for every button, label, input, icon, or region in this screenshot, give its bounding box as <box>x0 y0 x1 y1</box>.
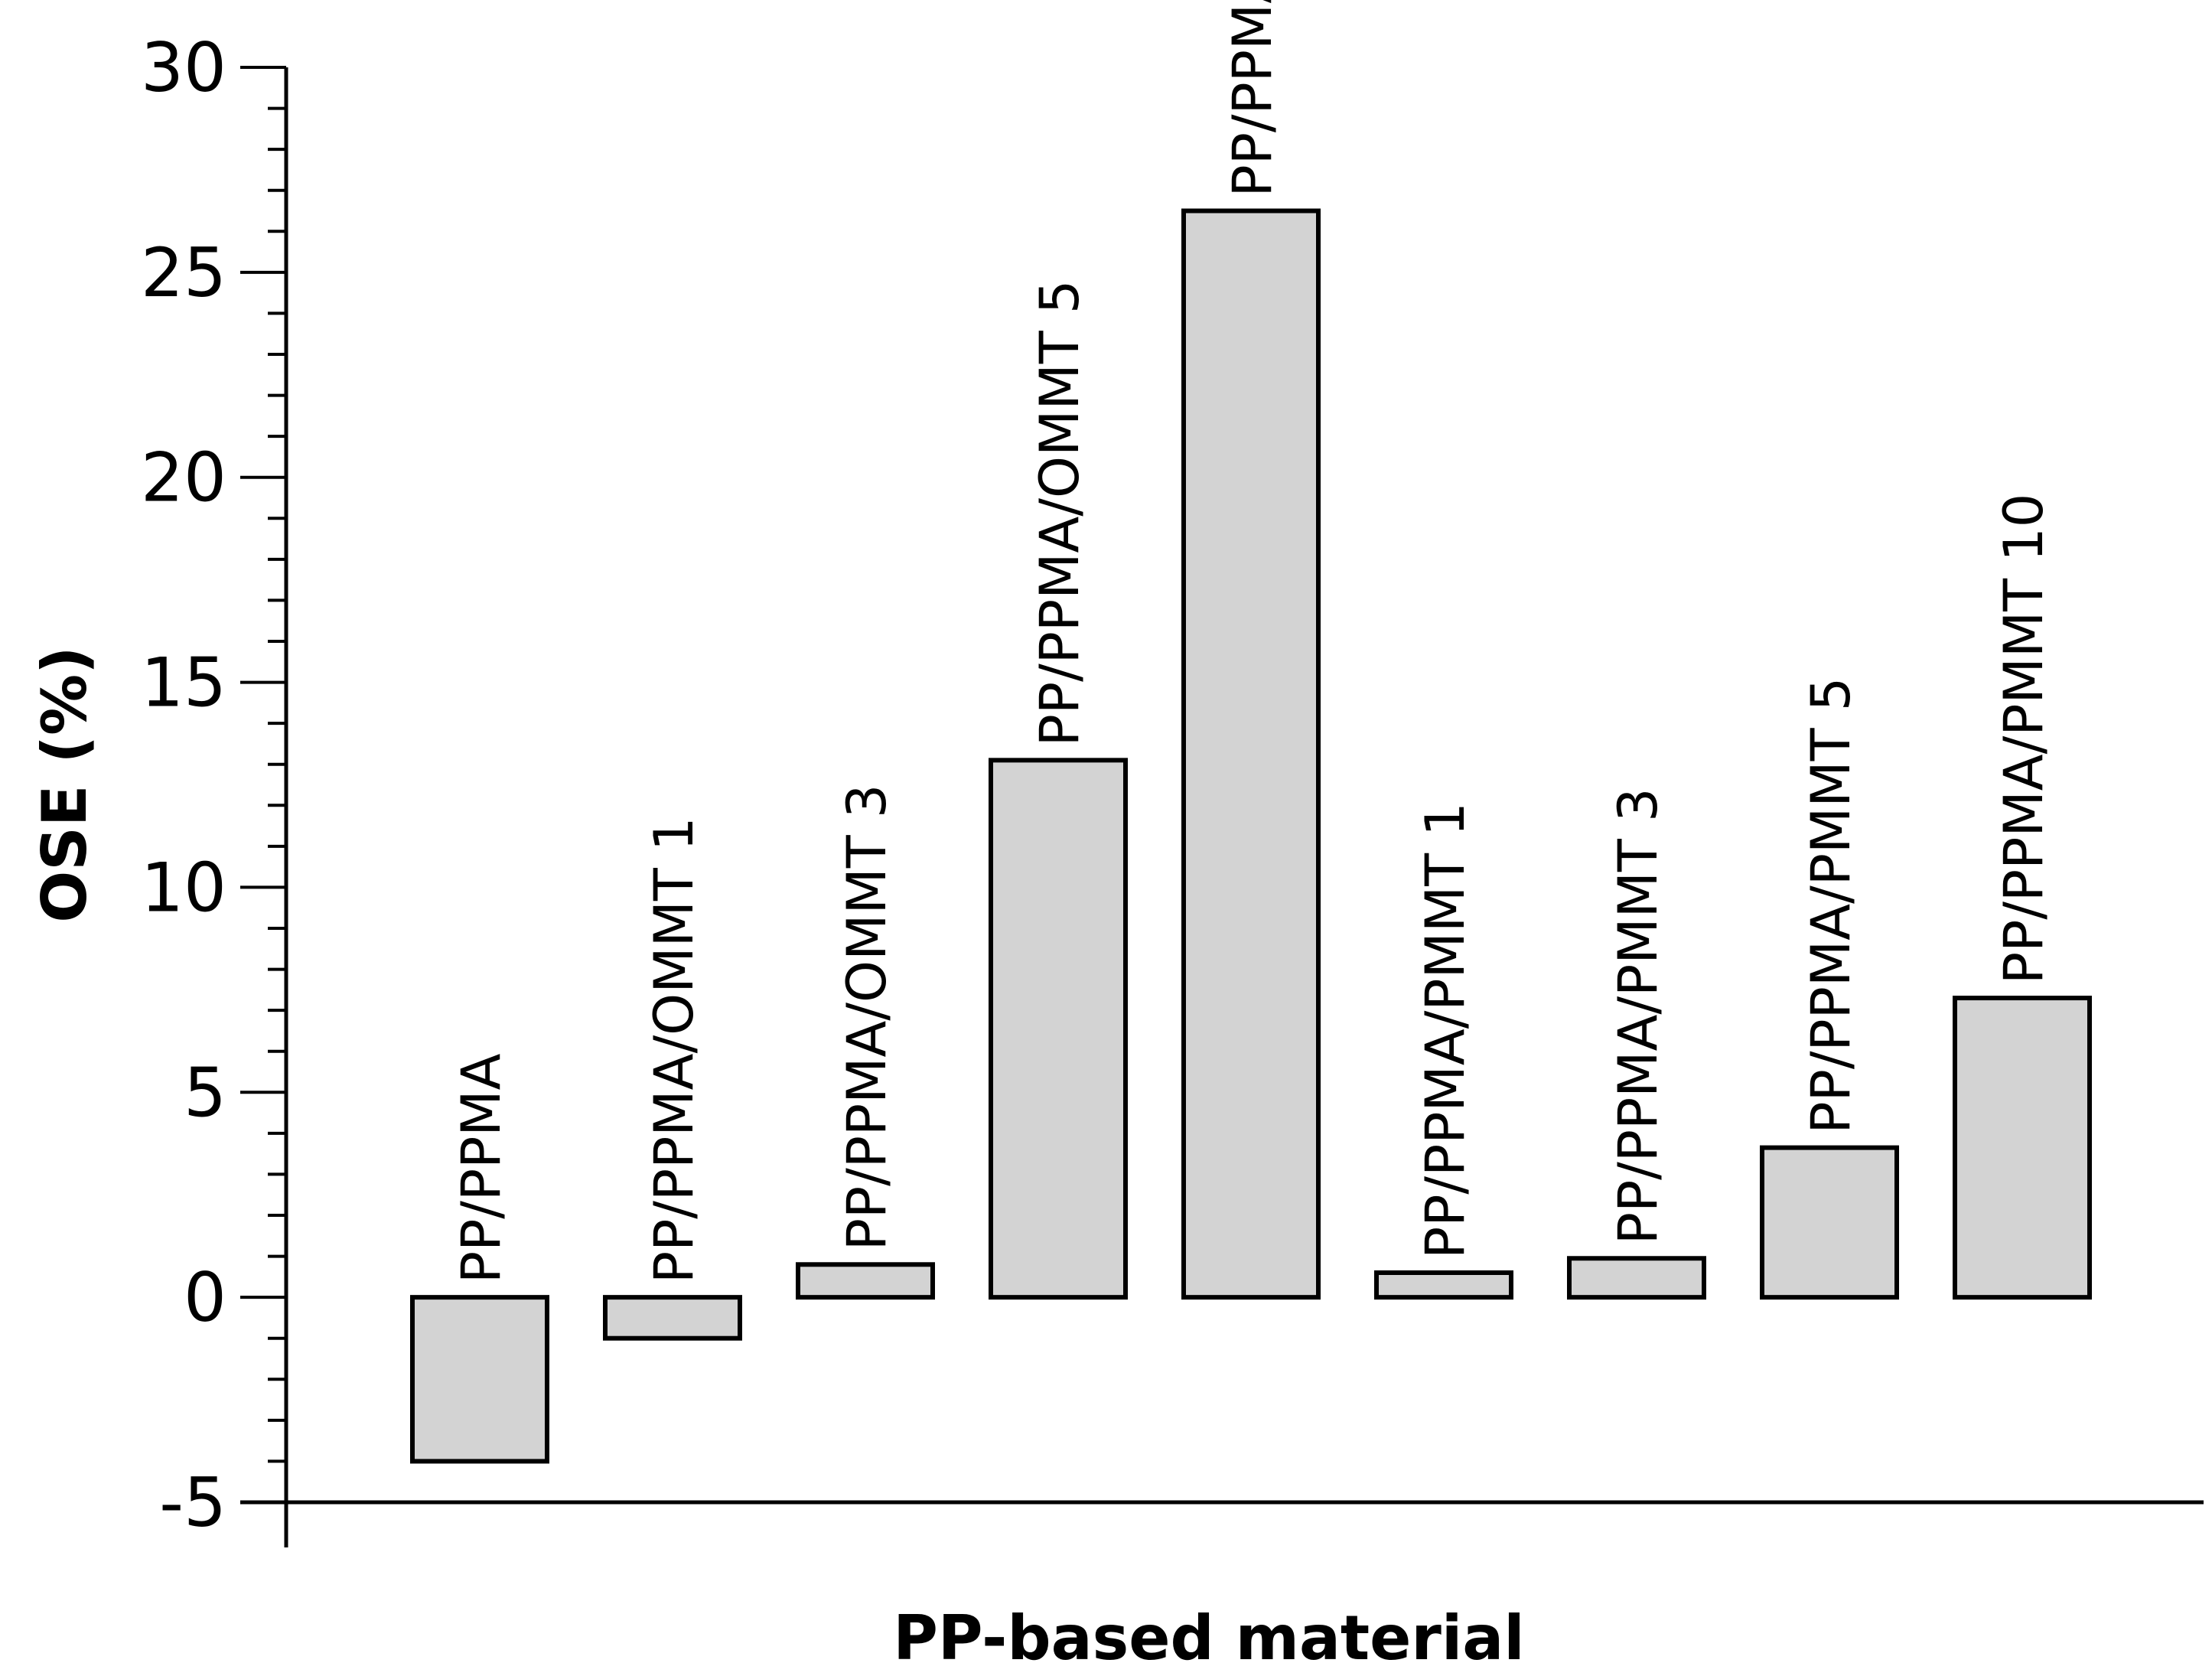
bar <box>1567 1256 1706 1300</box>
bar <box>1374 1270 1513 1300</box>
bar-label: PP/PPMA/OMMT 3 <box>836 784 898 1251</box>
bar <box>1181 208 1321 1300</box>
y-tick-label: 10 <box>141 848 226 927</box>
bar <box>603 1295 742 1341</box>
bar-label: PP/PPMA/PMMT 10 <box>1992 494 2055 984</box>
bar-label: PP/PPMA/OMMT 1 <box>643 817 705 1283</box>
bar <box>410 1295 549 1464</box>
bar-label: PP/PPMA/PMMT 3 <box>1607 787 1670 1244</box>
bar-labels: PP/PPMA PP/PPMA/OMMT 1 PP/PPMA/OMMT 3 PP/PP… <box>450 0 2055 1283</box>
bar-label: PP/PPMA/PMMT 5 <box>1800 677 1862 1134</box>
y-tick-label: 15 <box>141 644 226 722</box>
bars <box>410 208 2092 1464</box>
bar-label: PP/PPMA <box>450 1053 513 1283</box>
y-axis-title: OSE (%) <box>29 646 100 922</box>
y-tick-label: 20 <box>141 439 226 517</box>
bar-label: PP/PPMA/OMMT 10 <box>1221 0 1284 197</box>
y-tick-label: 0 <box>184 1258 226 1337</box>
bar <box>796 1262 935 1300</box>
y-tick-label: 25 <box>141 233 226 312</box>
x-axis-title: PP-based material <box>893 1603 1524 1674</box>
y-axis-ticks: -5 0 5 10 15 20 25 30 <box>141 28 286 1542</box>
bar <box>1760 1145 1899 1300</box>
bar-label: PP/PPMA/OMMT 5 <box>1028 280 1091 747</box>
y-tick-label: -5 <box>159 1463 226 1542</box>
y-tick-label: 30 <box>141 28 226 107</box>
y-tick-label: 5 <box>184 1053 226 1132</box>
bar <box>989 758 1128 1300</box>
bar-label: PP/PPMA/PMMT 1 <box>1414 802 1477 1259</box>
bar <box>1953 996 2092 1300</box>
